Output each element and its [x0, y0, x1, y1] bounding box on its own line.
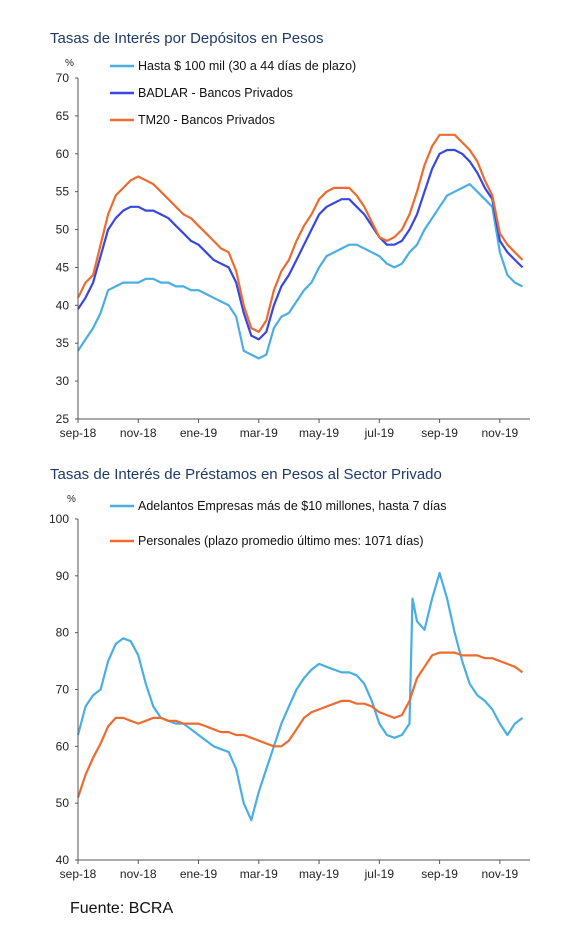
x-tick-label: nov-19	[482, 867, 519, 881]
chart-title: Tasas de Interés de Préstamos en Pesos a…	[50, 466, 442, 483]
legend-label-3: TM20 - Bancos Privados	[138, 113, 275, 127]
y-unit-label: %	[67, 494, 76, 505]
x-tick-label: nov-19	[482, 426, 519, 440]
y-tick-label: 65	[56, 109, 70, 123]
series-line-1	[76, 571, 524, 822]
series-line-2	[76, 651, 524, 798]
x-tick-label: sep-19	[421, 426, 458, 440]
y-tick-label: 45	[56, 260, 70, 274]
x-axis-ticks: sep-18 nov-18 ene-19 mar-19 may-19 jul-19 sep-…	[60, 419, 519, 440]
y-tick-label: 35	[56, 336, 70, 350]
legend-label-1: Adelantos Empresas más de $10 millones, …	[138, 499, 447, 513]
x-tick-label: ene-19	[180, 426, 218, 440]
series-group	[76, 571, 524, 822]
y-axis-ticks: 25 30 35 40 45 50 55 60 65 70	[56, 71, 78, 426]
x-axis-ticks: sep-18 nov-18 ene-19 mar-19 may-19 jul-19 sep-…	[60, 860, 519, 881]
series-group	[77, 133, 524, 360]
loan-rates-chart: Tasas de Interés de Préstamos en Pesos a…	[49, 466, 530, 881]
x-tick-label: mar-19	[240, 426, 278, 440]
y-tick-label: 70	[56, 683, 70, 697]
x-tick-label: sep-18	[60, 426, 97, 440]
y-unit-label: %	[65, 58, 74, 69]
y-tick-label: 70	[56, 71, 70, 85]
legend-label-2: Personales (plazo promedio último mes: 1…	[138, 534, 424, 548]
legend-label-1: Hasta $ 100 mil (30 a 44 días de plazo)	[138, 59, 356, 73]
y-tick-label: 60	[56, 739, 70, 753]
x-tick-label: jul-19	[364, 867, 395, 881]
series-line-3	[77, 133, 524, 333]
y-tick-label: 40	[56, 853, 70, 867]
x-tick-label: may-19	[299, 867, 339, 881]
series-line-1	[77, 183, 523, 360]
y-tick-label: 50	[56, 223, 70, 237]
legend: Adelantos Empresas más de $10 millones, …	[110, 499, 447, 548]
chart-title: Tasas de Interés por Depósitos en Pesos	[50, 30, 324, 47]
legend-label-2: BADLAR - Bancos Privados	[138, 86, 293, 100]
y-tick-label: 100	[49, 512, 69, 526]
x-tick-label: sep-18	[60, 867, 97, 881]
y-tick-label: 80	[56, 626, 70, 640]
deposit-rates-chart: Tasas de Interés por Depósitos en Pesos …	[50, 30, 530, 440]
legend: Hasta $ 100 mil (30 a 44 días de plazo) B…	[110, 59, 356, 127]
x-tick-label: nov-18	[120, 867, 157, 881]
y-tick-label: 90	[56, 569, 70, 583]
x-tick-label: jul-19	[364, 426, 395, 440]
source-note: Fuente: BCRA	[70, 900, 174, 917]
y-tick-label: 55	[56, 185, 70, 199]
y-tick-label: 40	[56, 298, 70, 312]
y-tick-label: 25	[56, 412, 70, 426]
x-tick-label: sep-19	[421, 867, 458, 881]
series-line-2	[77, 148, 524, 341]
y-axis-ticks: 40 50 60 70 80 90 100	[49, 512, 78, 867]
y-tick-label: 30	[56, 374, 70, 388]
x-tick-label: may-19	[299, 426, 339, 440]
x-tick-label: mar-19	[240, 867, 278, 881]
y-tick-label: 50	[56, 796, 70, 810]
x-tick-label: nov-18	[120, 426, 157, 440]
y-tick-label: 60	[56, 147, 70, 161]
x-tick-label: ene-19	[180, 867, 218, 881]
